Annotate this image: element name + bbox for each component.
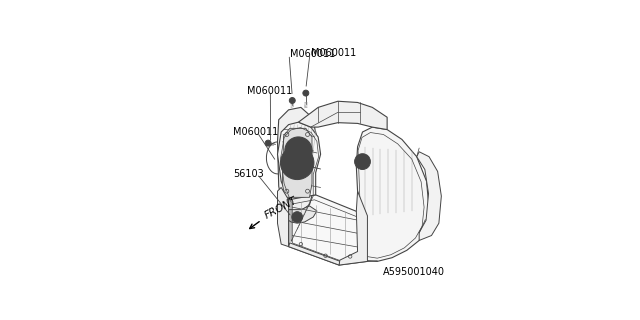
Polygon shape xyxy=(278,206,317,223)
Polygon shape xyxy=(278,188,289,247)
Text: M060011: M060011 xyxy=(290,49,335,60)
Circle shape xyxy=(297,149,300,152)
Text: M060011: M060011 xyxy=(246,86,292,96)
Text: FRONT: FRONT xyxy=(263,195,300,221)
Circle shape xyxy=(265,140,271,146)
Polygon shape xyxy=(278,122,321,247)
Circle shape xyxy=(280,146,314,180)
Text: A595001040: A595001040 xyxy=(383,268,445,277)
Polygon shape xyxy=(289,195,367,265)
Circle shape xyxy=(285,137,312,164)
Polygon shape xyxy=(298,101,387,130)
Text: M060011: M060011 xyxy=(233,127,278,137)
Circle shape xyxy=(292,212,303,222)
Polygon shape xyxy=(278,108,317,211)
Circle shape xyxy=(294,146,303,155)
Polygon shape xyxy=(282,128,312,197)
Circle shape xyxy=(289,98,295,103)
Text: 56103: 56103 xyxy=(233,169,264,179)
Circle shape xyxy=(285,151,309,175)
Text: M060011: M060011 xyxy=(311,48,356,58)
Polygon shape xyxy=(417,152,442,240)
Polygon shape xyxy=(289,243,340,265)
Circle shape xyxy=(303,90,308,96)
Polygon shape xyxy=(339,191,367,265)
Circle shape xyxy=(289,141,308,160)
Circle shape xyxy=(292,158,302,168)
Polygon shape xyxy=(356,127,429,261)
Circle shape xyxy=(355,154,371,170)
Circle shape xyxy=(295,161,299,165)
